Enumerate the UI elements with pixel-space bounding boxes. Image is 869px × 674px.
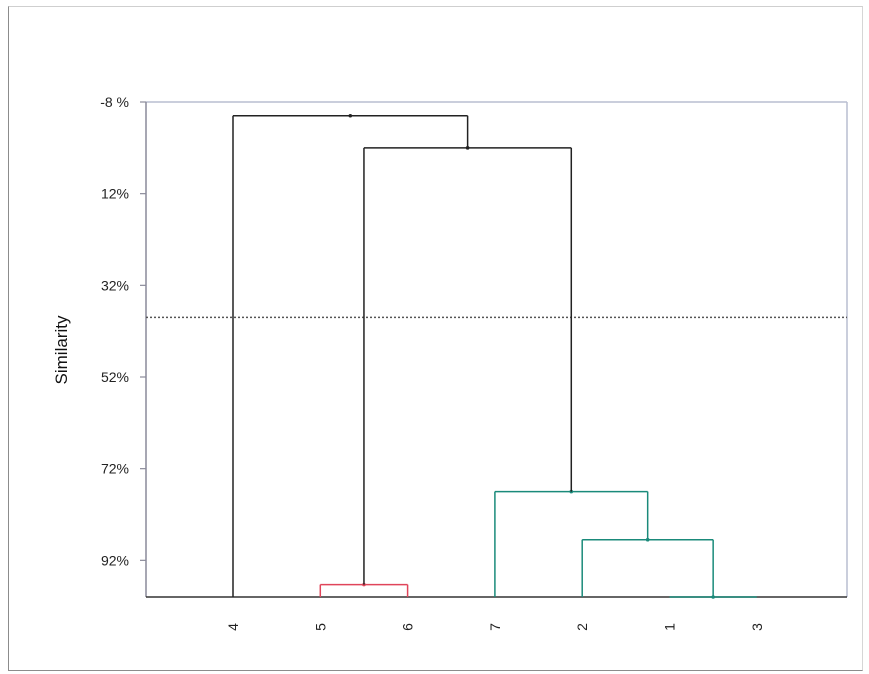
- dendrogram-node: [348, 113, 353, 118]
- plot-area: -8 % 12% 32% 52% 72% 92% 4 5 6 7 2 1 3: [100, 94, 848, 631]
- leaf-label: 3: [749, 623, 765, 631]
- y-tick-label: 12%: [101, 186, 129, 202]
- y-tick-label: 52%: [101, 369, 129, 385]
- y-tick-label: -8 %: [100, 94, 129, 110]
- leaf-label: 6: [400, 623, 416, 631]
- y-tick-label: 92%: [101, 552, 129, 568]
- leaf-label: 4: [225, 623, 241, 631]
- y-tick-label: 72%: [101, 461, 129, 477]
- y-tick-label: 32%: [101, 277, 129, 293]
- leaf-label: 5: [312, 623, 328, 631]
- y-axis-title: Similarity: [52, 315, 71, 384]
- dendrogram-node: [569, 489, 574, 494]
- chart-frame: [8, 6, 863, 671]
- leaf-label: 1: [662, 623, 678, 631]
- leaf-label: 2: [574, 623, 590, 631]
- leaf-label: 7: [487, 623, 503, 631]
